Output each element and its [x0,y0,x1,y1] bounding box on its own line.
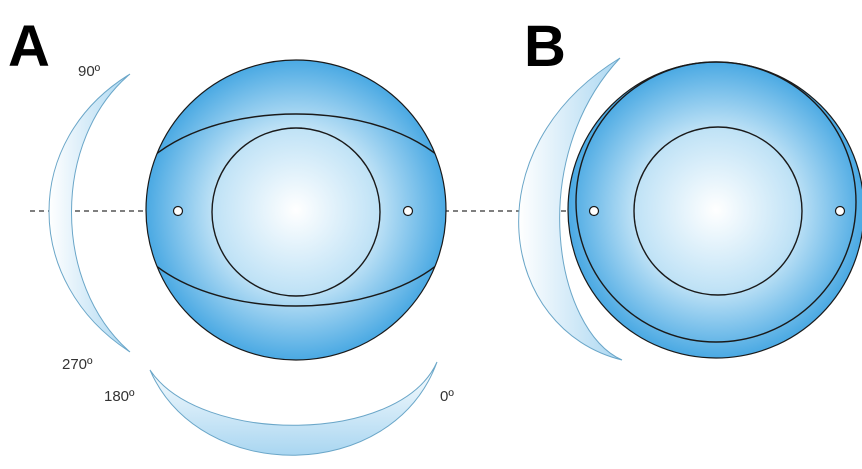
axis-marker-left-b [588,205,600,217]
optic-zone-circle-a [211,127,381,297]
lens-disc-b [567,61,862,359]
angle-label-180: 180º [104,388,135,405]
toric-zone-ellipse [146,113,446,307]
lens-inner-ring-b [575,61,857,343]
optic-zone-circle-b [633,126,803,296]
panel-b-label: B [524,14,566,79]
panel-b [518,57,862,361]
lens-outline-a [145,59,447,361]
lens-profile-vertical-b [518,57,623,361]
axis-marker-right-a [402,205,414,217]
panel-a: 90º 270º 180º 0º [48,59,454,456]
lens-profile-vertical [48,73,131,353]
lens-disc-a [145,59,447,361]
angle-label-270: 270º [62,356,93,373]
angle-label-90: 90º [78,63,101,80]
lens-profile-horizontal [149,361,438,456]
panel-a-label: A [8,14,50,79]
angle-label-0: 0º [440,388,454,405]
axis-marker-right-b [834,205,846,217]
axis-marker-left-a [172,205,184,217]
